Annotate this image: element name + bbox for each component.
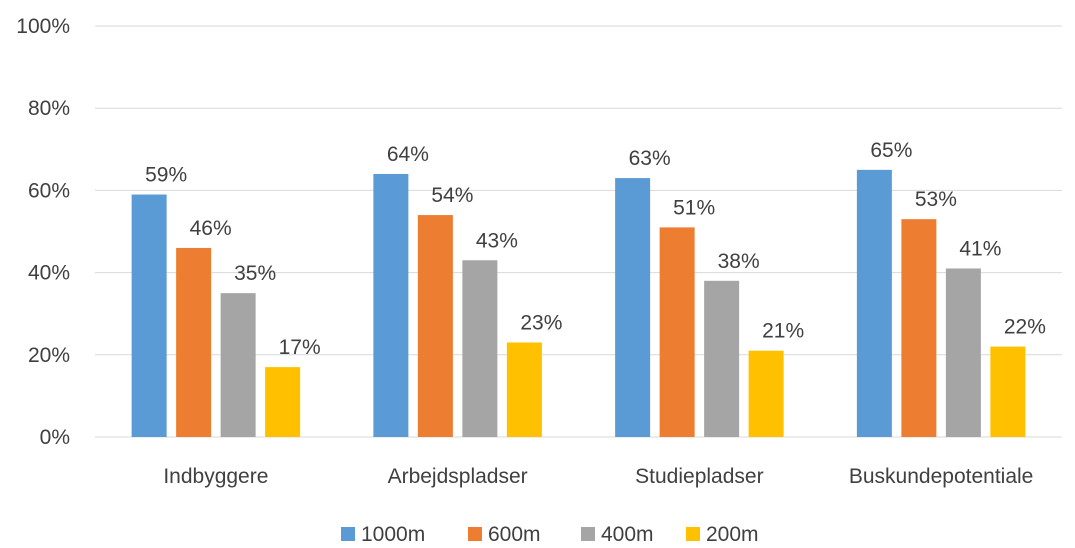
x-category-label: Arbejdspladser	[388, 465, 528, 488]
data-label: 17%	[279, 336, 321, 359]
bar-400m-studiepladser	[704, 280, 740, 437]
data-label: 63%	[629, 147, 671, 170]
data-label: 65%	[870, 139, 912, 162]
x-category-label: Buskundepotentiale	[849, 465, 1033, 488]
bar-1000m-studiepladser	[615, 178, 651, 437]
data-label: 38%	[718, 250, 760, 273]
bars	[131, 169, 1026, 437]
data-label: 23%	[520, 311, 562, 334]
data-labels: 59% 46%35% 17% 64%54%43% 23% 63% 51% 38% 21% 65% 5…	[145, 139, 1046, 359]
data-label: 35%	[234, 262, 276, 285]
bar-600m-studiepladser	[659, 227, 695, 437]
data-label: 59%	[145, 164, 187, 187]
bar-400m-buskundepotentiale	[945, 268, 981, 437]
data-label: 43%	[476, 229, 518, 252]
data-label: 51%	[673, 196, 715, 219]
bar-1000m-arbejdspladser	[373, 173, 409, 437]
data-label: 46%	[190, 217, 232, 240]
data-label: 41%	[959, 237, 1001, 260]
y-tick-label: 40%	[28, 262, 70, 285]
bar-600m-buskundepotentiale	[901, 219, 937, 437]
legend-swatch-400m	[581, 527, 595, 541]
bar-200m-indbyggere	[265, 367, 301, 437]
bar-1000m-indbyggere	[131, 194, 167, 437]
y-tick-label: 20%	[28, 344, 70, 367]
bar-1000m-buskundepotentiale	[856, 169, 892, 437]
data-label: 21%	[762, 320, 804, 343]
bar-200m-buskundepotentiale	[990, 346, 1026, 437]
bar-600m-arbejdspladser	[417, 215, 453, 437]
legend-swatch-600m	[468, 527, 482, 541]
bar-200m-studiepladser	[748, 350, 784, 437]
data-label: 54%	[431, 184, 473, 207]
legend-label-200m: 200m	[706, 523, 759, 546]
legend-label-400m: 400m	[601, 523, 654, 546]
data-label: 64%	[387, 143, 429, 166]
legend-swatch-200m	[686, 527, 700, 541]
x-axis-categories: Indbyggere Arbejdspladser Studiepladser Bus…	[163, 465, 1033, 488]
data-label: 53%	[915, 188, 957, 211]
legend-label-1000m: 1000m	[361, 523, 425, 546]
bar-600m-indbyggere	[176, 247, 212, 437]
bar-400m-arbejdspladser	[462, 260, 498, 437]
gridlines	[95, 25, 1062, 438]
x-category-label: Indbyggere	[163, 465, 268, 488]
y-tick-label: 0%	[40, 426, 70, 449]
bar-400m-indbyggere	[220, 293, 256, 437]
y-axis-ticks: 0% 20% 40% 60% 80% 100%	[16, 15, 70, 449]
legend-swatch-1000m	[341, 527, 355, 541]
y-tick-label: 80%	[28, 97, 70, 120]
y-tick-label: 60%	[28, 179, 70, 202]
y-tick-label: 100%	[16, 15, 70, 38]
bar-200m-arbejdspladser	[506, 342, 542, 437]
x-category-label: Studiepladser	[635, 465, 763, 488]
data-label: 22%	[1004, 316, 1046, 339]
legend-label-600m: 600m	[488, 523, 541, 546]
legend: 1000m 600m 400m 200m	[341, 523, 759, 546]
